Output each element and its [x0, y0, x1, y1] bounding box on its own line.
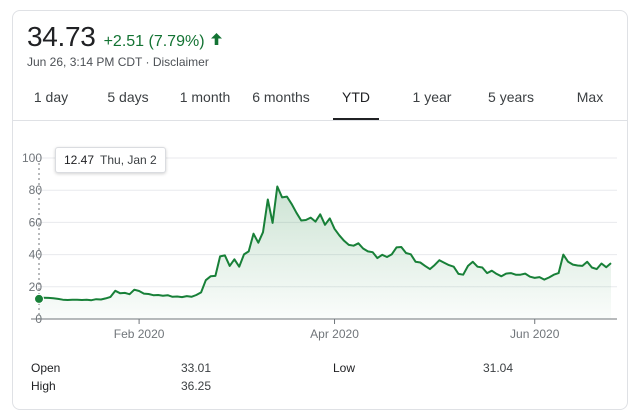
tab-1-day[interactable]: 1 day — [33, 89, 69, 105]
x-tick-label: Apr 2020 — [310, 327, 359, 341]
y-tick-label: 20 — [29, 280, 43, 294]
tab-1-year[interactable]: 1 year — [412, 89, 452, 105]
stock-card: 34.73 +2.51 (7.79%) Jun 26, 3:14 PM CDT … — [12, 10, 628, 410]
tab-ytd[interactable]: YTD — [319, 89, 393, 119]
tab-5-years[interactable]: 5 years — [488, 89, 534, 105]
tooltip-date: Thu, Jan 2 — [100, 153, 157, 167]
tooltip-value: 12.47 — [64, 153, 95, 167]
separator-dot: · — [142, 55, 153, 69]
tabs-divider — [13, 120, 627, 121]
quote-timestamp: Jun 26, 3:14 PM CDT — [27, 55, 143, 69]
open-label: Open — [31, 361, 61, 375]
current-price: 34.73 — [27, 21, 96, 52]
quote-timestamp-line: Jun 26, 3:14 PM CDT · Disclaimer — [27, 55, 209, 69]
chart-tooltip: 12.47 Thu, Jan 2 — [55, 147, 166, 173]
x-tick-label: Jun 2020 — [510, 327, 560, 341]
up-arrow-icon — [210, 32, 222, 48]
y-tick-label: 60 — [29, 215, 43, 229]
tab-6-months[interactable]: 6 months — [252, 89, 310, 105]
hover-point — [34, 293, 44, 304]
disclaimer-link[interactable]: Disclaimer — [152, 55, 209, 69]
high-label: High — [31, 379, 56, 393]
y-tick-label: 40 — [29, 248, 43, 262]
tab-max[interactable]: Max — [576, 89, 604, 105]
price-area — [39, 186, 611, 319]
y-tick-label: 80 — [29, 183, 43, 197]
open-value: 33.01 — [181, 361, 212, 375]
quote-header: 34.73 +2.51 (7.79%) — [27, 21, 222, 53]
y-tick-label: 100 — [22, 151, 42, 165]
x-tick-label: Feb 2020 — [114, 327, 165, 341]
price-change: +2.51 (7.79%) — [103, 33, 205, 50]
tab-5-days[interactable]: 5 days — [107, 89, 149, 105]
price-line — [38, 185, 612, 302]
low-label: Low — [333, 361, 356, 375]
low-value: 31.04 — [483, 361, 514, 375]
tab-1-month[interactable]: 1 month — [179, 89, 231, 105]
high-value: 36.25 — [181, 379, 212, 393]
range-tabs: 1 day 5 days 1 month 6 months YTD 1 year 5 yea… — [13, 89, 627, 119]
